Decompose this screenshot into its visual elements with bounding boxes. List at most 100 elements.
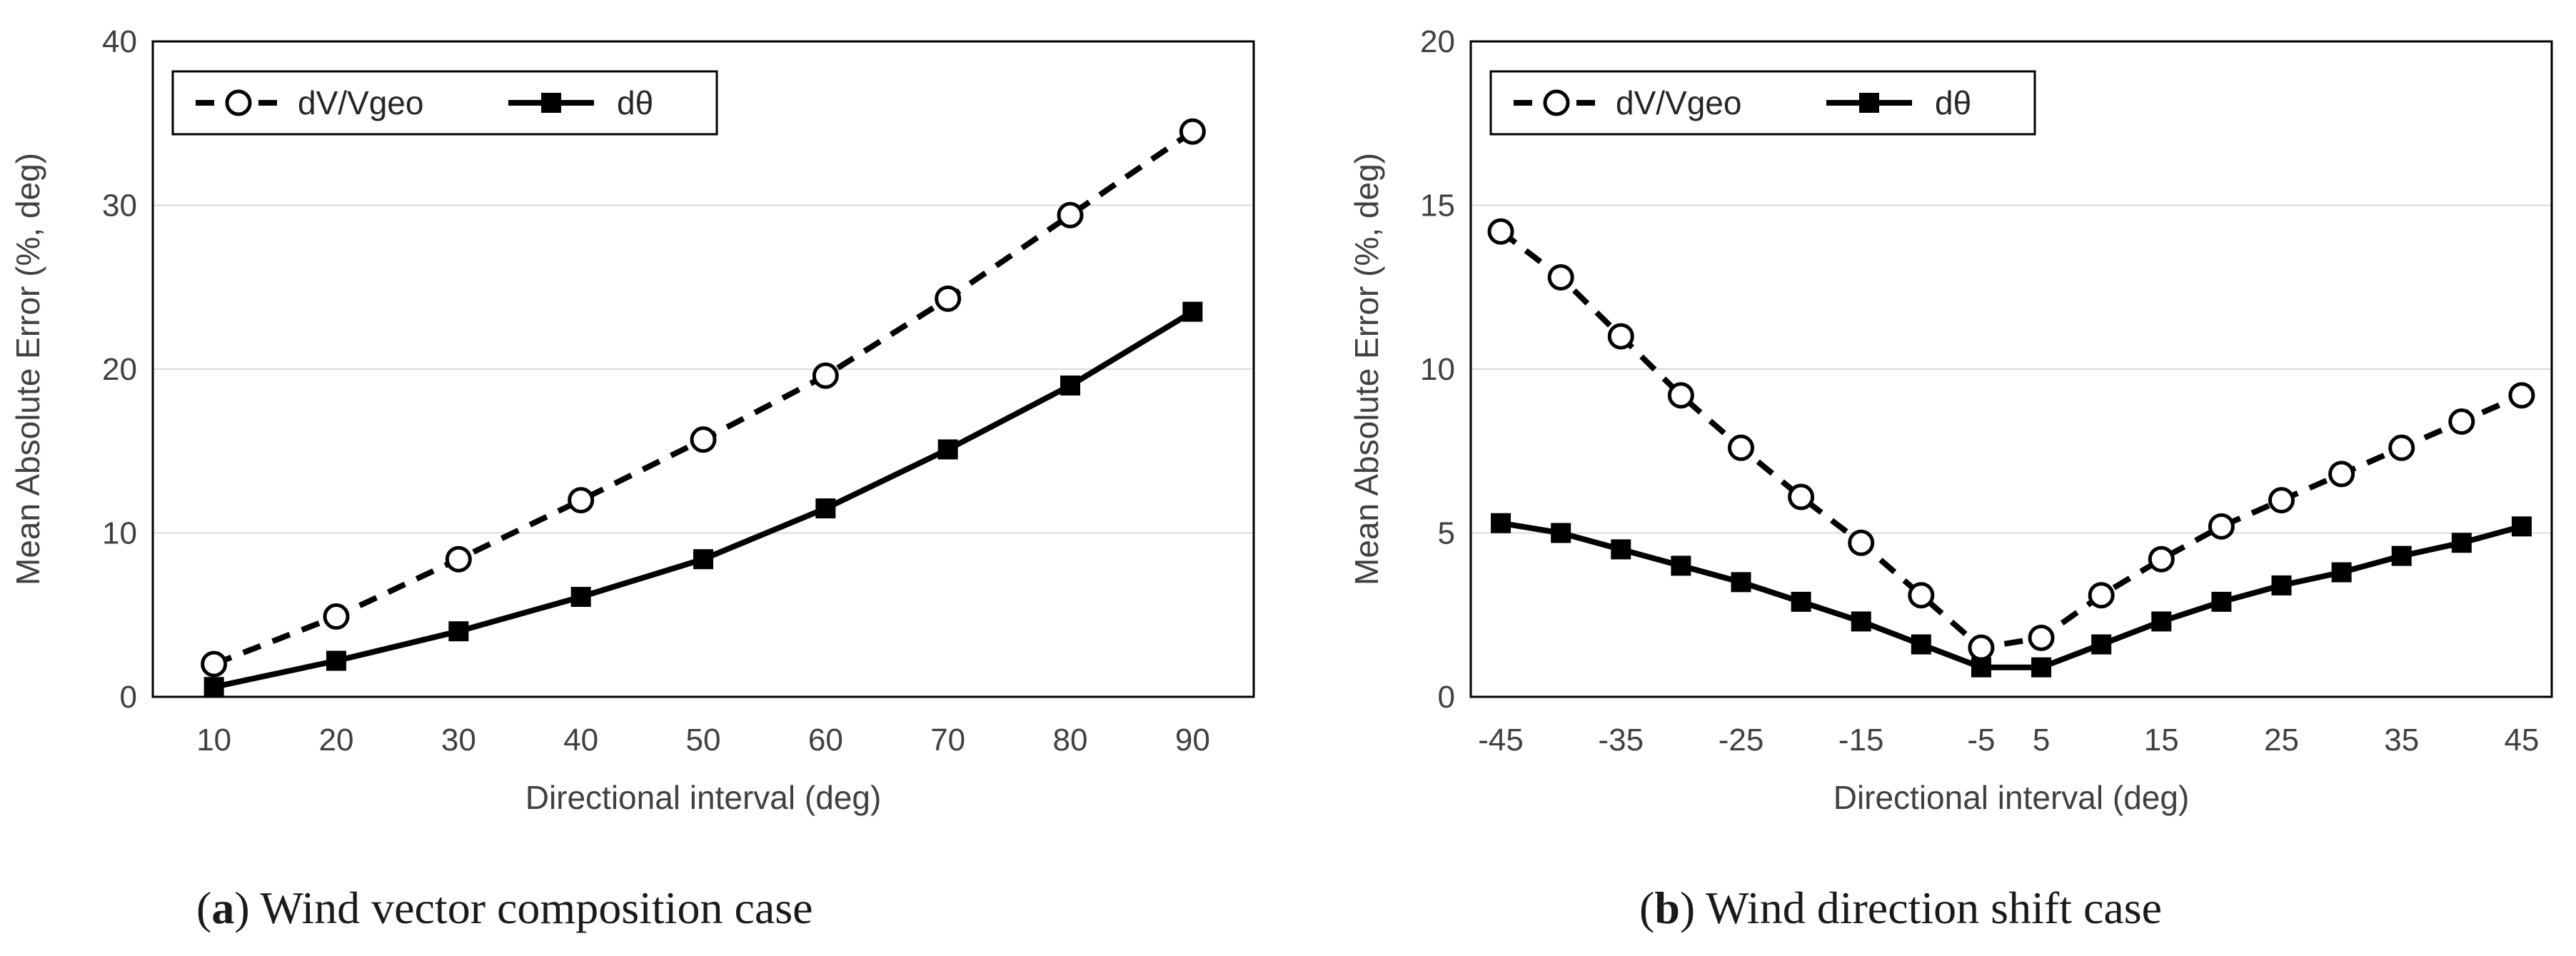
plot-area-border: [151, 40, 1255, 698]
data-point-dtheta: [2391, 545, 2412, 566]
data-point-dv-vgeo: [1607, 323, 1634, 350]
x-axis-title: Directional interval (deg): [525, 779, 882, 816]
legend-marker-dv-vgeo: [1543, 89, 1570, 116]
chart-panel-b: 0 5 10 15 20 -45 -35 -25 -15 -5 5 15 25 35 45 Direction…: [1288, 0, 2576, 956]
x-tick-label: 45: [2504, 723, 2539, 758]
caption-b-label: (b): [1639, 882, 1696, 933]
legend-marker-dv-vgeo: [225, 89, 252, 116]
data-point-dtheta: [570, 587, 591, 608]
data-point-dtheta: [1731, 572, 1751, 593]
y-tick-label: 10: [102, 516, 137, 551]
data-point-dv-vgeo: [323, 603, 350, 630]
x-tick-label: 5: [2033, 723, 2050, 758]
y-tick-label: 15: [1420, 188, 1455, 223]
y-tick-label: 0: [120, 680, 137, 715]
x-tick-label: 60: [808, 723, 843, 758]
series-line-dtheta: [1500, 520, 2522, 670]
chart-a-svg: 0 10 20 30 40 10 20 30 40 50 60 70 80 90 Directional i…: [9, 24, 1255, 816]
data-point-dtheta: [203, 677, 224, 698]
x-tick-label: -45: [1478, 723, 1524, 758]
data-point-dtheta: [1182, 301, 1203, 322]
data-point-dtheta: [1060, 375, 1080, 396]
data-point-dv-vgeo: [2268, 487, 2295, 514]
data-point-dv-vgeo: [2208, 513, 2235, 540]
data-point-dv-vgeo: [1788, 483, 1815, 510]
y-tick-label: 0: [1438, 680, 1455, 715]
data-point-dtheta: [2511, 516, 2532, 537]
x-tick-label: 50: [686, 723, 721, 758]
caption-a-text: Wind vector composition case: [260, 882, 813, 933]
y-tick-label: 40: [102, 24, 137, 59]
data-point-dtheta: [2331, 562, 2352, 583]
data-point-dtheta: [1911, 634, 1931, 655]
data-point-dtheta: [2211, 591, 2232, 612]
x-tick-label: -5: [1967, 723, 1995, 758]
data-point-dv-vgeo: [2388, 434, 2415, 461]
x-tick-label: 30: [441, 723, 476, 758]
legend-label-dtheta: dθ: [1935, 84, 1971, 121]
x-tick-label: -25: [1719, 723, 1764, 758]
x-tick-label: 80: [1053, 723, 1088, 758]
caption-a: (a) Wind vector composition case: [196, 882, 813, 935]
data-point-dv-vgeo: [445, 545, 472, 573]
data-point-dv-vgeo: [1848, 529, 1875, 556]
chart-panel-a: 0 10 20 30 40 10 20 30 40 50 60 70 80 90 Directional i…: [0, 0, 1285, 956]
data-point-dtheta: [1611, 539, 1631, 560]
data-point-dtheta: [1671, 555, 1691, 576]
data-point-dtheta: [448, 621, 469, 642]
data-point-dv-vgeo: [2028, 624, 2055, 651]
data-point-dv-vgeo: [568, 487, 595, 514]
series-line-dv-vgeo: [1499, 229, 2523, 651]
data-point-dtheta: [1791, 591, 1811, 612]
x-axis-title: Directional interval (deg): [1833, 779, 2190, 816]
plot-area-border: [1469, 40, 2553, 698]
x-tick-label: 70: [930, 723, 965, 758]
data-point-dv-vgeo: [2088, 582, 2115, 609]
y-tick-label: 30: [102, 188, 137, 223]
legend-label-dtheta: dθ: [617, 84, 653, 121]
x-tick-label: 10: [196, 723, 231, 758]
data-point-dtheta: [2091, 634, 2112, 655]
data-point-dv-vgeo: [2448, 408, 2475, 435]
x-tick-label: 90: [1175, 723, 1210, 758]
data-point-dv-vgeo: [2508, 382, 2535, 409]
data-point-dtheta: [2031, 657, 2052, 678]
caption-b: (b) Wind direction shift case: [1639, 882, 2162, 935]
data-point-dv-vgeo: [2148, 545, 2175, 573]
data-point-dv-vgeo: [1968, 634, 1995, 661]
x-tick-label: 40: [563, 723, 598, 758]
data-point-dv-vgeo: [1057, 201, 1084, 228]
legend-label-dv-vgeo: dV/Vgeo: [1616, 84, 1741, 121]
data-point-dtheta: [2451, 533, 2472, 553]
data-point-dtheta: [326, 650, 346, 671]
data-point-dv-vgeo: [2328, 461, 2355, 488]
y-tick-label: 5: [1438, 516, 1455, 551]
data-point-dv-vgeo: [1487, 218, 1514, 245]
y-tick-label: 20: [1420, 24, 1455, 59]
chart-b-svg: 0 5 10 15 20 -45 -35 -25 -15 -5 5 15 25 35 45 Direction…: [1348, 24, 2553, 816]
legend-marker-dtheta: [1859, 93, 1879, 113]
data-point-dv-vgeo: [1908, 582, 1935, 609]
data-point-dtheta: [2151, 611, 2172, 632]
data-point-dtheta: [815, 498, 836, 519]
data-point-dtheta: [1851, 611, 1871, 632]
data-point-dtheta: [2271, 575, 2292, 595]
series-line-dtheta: [213, 309, 1194, 690]
data-point-dtheta: [937, 439, 958, 460]
data-point-dv-vgeo: [201, 650, 228, 678]
data-point-dv-vgeo: [690, 426, 717, 453]
data-point-dv-vgeo: [1667, 382, 1694, 409]
data-point-dv-vgeo: [935, 285, 962, 312]
legend-marker-dtheta: [541, 93, 561, 113]
caption-b-text: Wind direction shift case: [1706, 882, 2163, 933]
x-tick-label: -35: [1598, 723, 1644, 758]
y-axis-title: Mean Absolute Error (%, deg): [9, 153, 46, 585]
data-point-dv-vgeo: [812, 362, 839, 389]
data-point-dv-vgeo: [1547, 263, 1574, 291]
y-tick-label: 10: [1420, 352, 1455, 387]
y-axis-title: Mean Absolute Error (%, deg): [1348, 153, 1385, 585]
data-point-dtheta: [1551, 523, 1571, 543]
x-tick-label: -15: [1838, 723, 1884, 758]
x-tick-label: 25: [2264, 723, 2299, 758]
x-tick-label: 35: [2384, 723, 2419, 758]
